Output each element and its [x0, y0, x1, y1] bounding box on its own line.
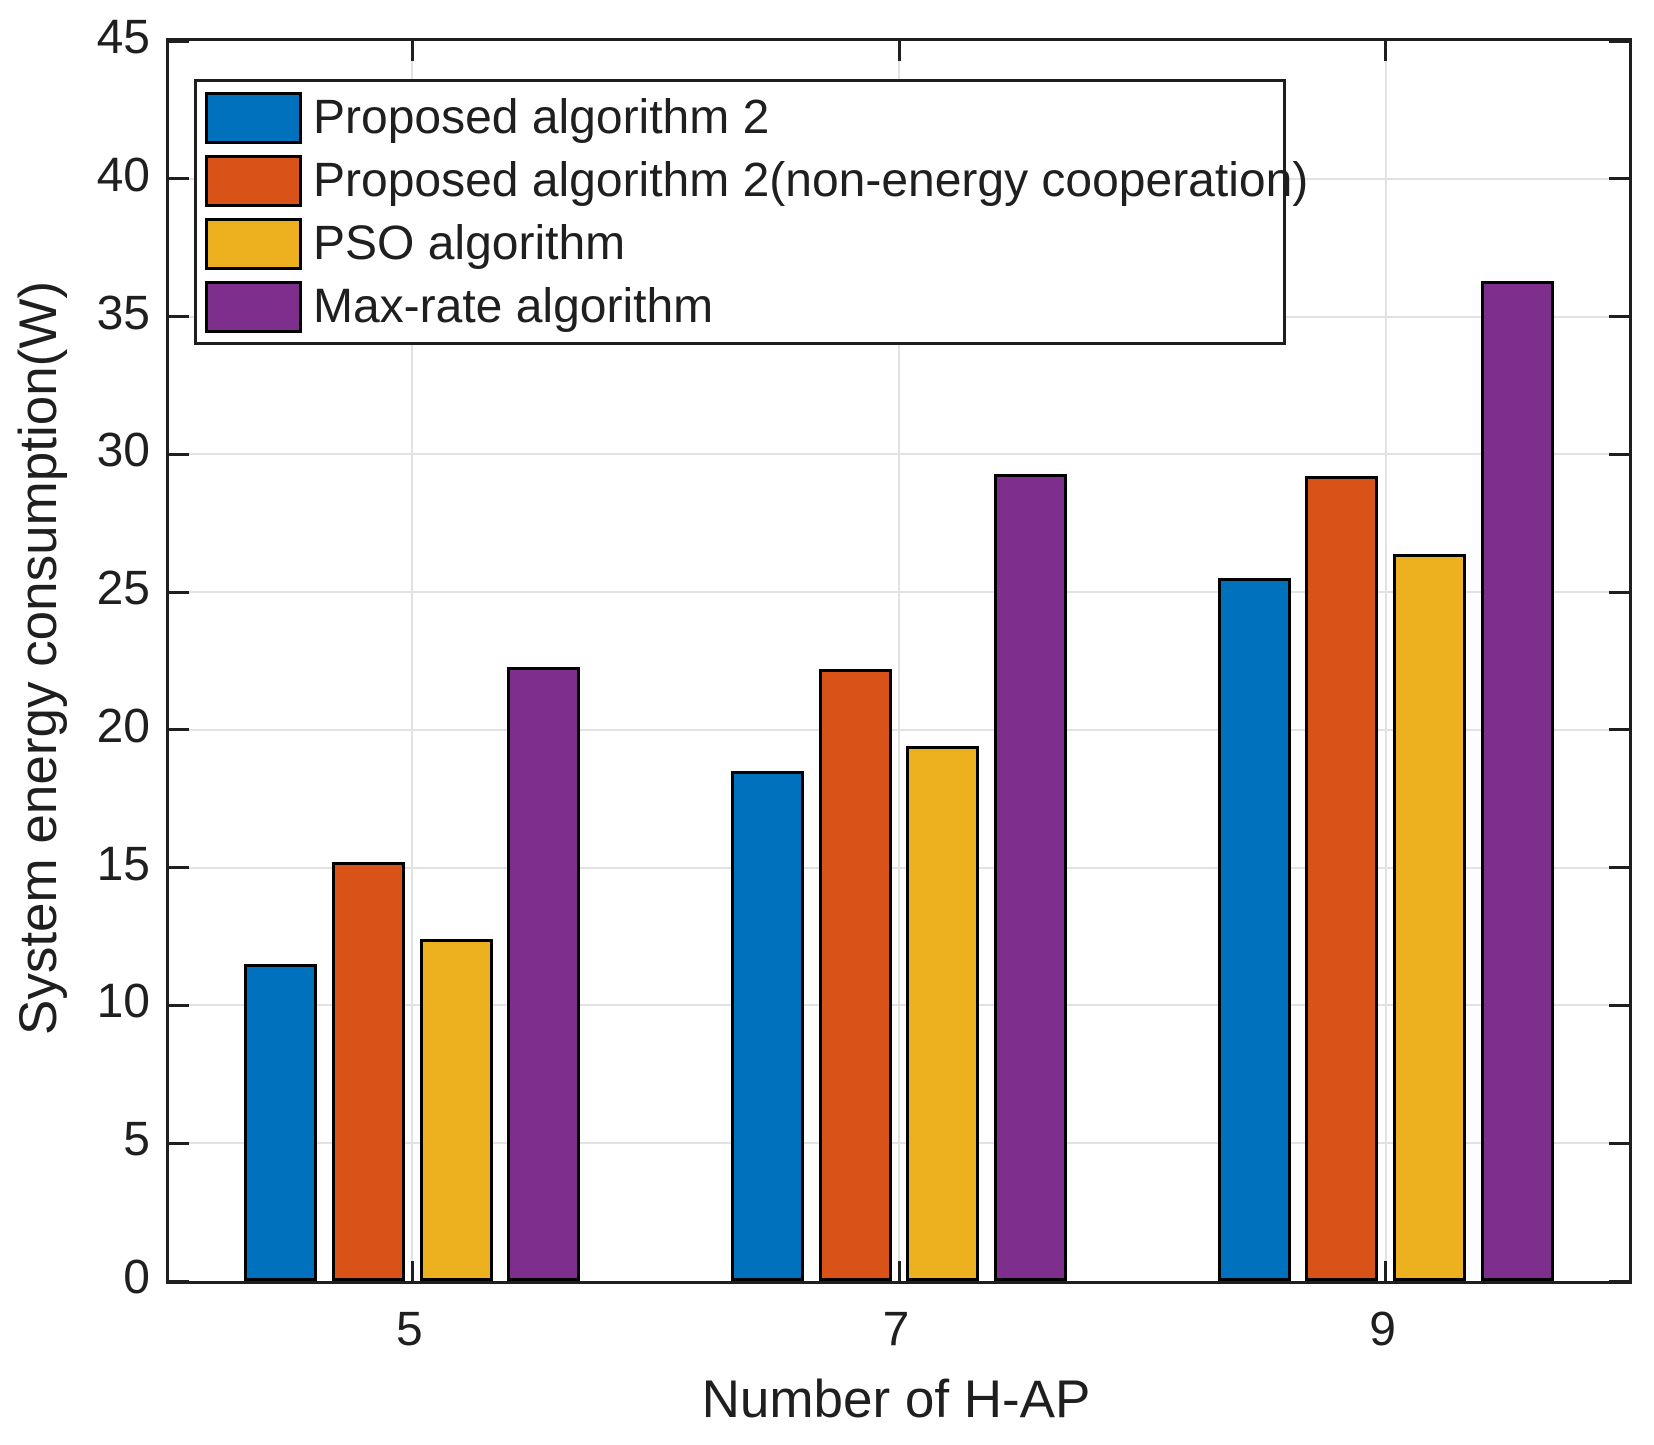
bar-pso-algorithm-x9: [1392, 553, 1466, 1281]
x-gridline: [898, 41, 900, 1281]
y-tick-label-20: 20: [96, 699, 150, 753]
y-tick-label-10: 10: [96, 975, 150, 1029]
legend-swatch-icon: [205, 154, 302, 207]
y-tick-label-35: 35: [96, 286, 150, 340]
bar-max-rate-algorithm-x7: [993, 473, 1067, 1281]
y-tick-mark: [1609, 39, 1629, 43]
bar-proposed-algorithm-2-non-energy-cooperation-x5: [332, 862, 406, 1281]
legend-swatch-icon: [205, 280, 302, 333]
x-axis-label: Number of H-AP: [701, 1370, 1091, 1429]
x-tick-mark: [410, 1261, 414, 1281]
x-tick-mark: [1384, 41, 1388, 61]
legend-label: Max-rate algorithm: [313, 280, 714, 333]
legend-label: Proposed algorithm 2(non-energy cooperat…: [313, 154, 1309, 207]
bar-proposed-algorithm-2-x5: [244, 964, 318, 1281]
y-tick-label-0: 0: [123, 1251, 150, 1304]
y-tick-mark: [169, 39, 189, 43]
bar-max-rate-algorithm-x9: [1480, 280, 1554, 1281]
bar-proposed-algorithm-2-x9: [1217, 578, 1291, 1281]
y-tick-label-30: 30: [96, 424, 150, 478]
y-tick-label-15: 15: [96, 837, 150, 891]
legend-swatch-icon: [205, 91, 302, 144]
y-tick-mark: [1609, 1279, 1629, 1283]
x-gridline: [411, 41, 414, 1281]
y-tick-mark: [169, 177, 189, 181]
y-tick-mark: [1609, 315, 1629, 319]
bar-proposed-algorithm-2-non-energy-cooperation-x7: [818, 669, 892, 1281]
x-tick-mark: [897, 41, 901, 61]
y-tick-mark: [169, 1003, 189, 1007]
legend-label: PSO algorithm: [313, 217, 626, 270]
x-gridline: [1384, 41, 1387, 1281]
legend-swatch-icon: [205, 217, 302, 270]
y-tick-mark: [169, 728, 189, 732]
x-tick-label-9: 9: [1369, 1303, 1397, 1356]
y-tick-mark: [169, 452, 189, 456]
y-tick-mark: [169, 1141, 189, 1145]
bar-proposed-algorithm-2-x7: [731, 771, 805, 1281]
legend-item: Proposed algorithm 2(non-energy cooperat…: [197, 149, 1308, 212]
y-tick-mark: [1609, 590, 1629, 594]
y-tick-mark: [1609, 1003, 1629, 1007]
y-tick-label-5: 5: [123, 1113, 150, 1167]
x-tick-label-5: 5: [395, 1303, 423, 1356]
y-tick-label-40: 40: [96, 148, 150, 202]
x-tick-mark: [897, 1261, 901, 1281]
y-tick-mark: [1609, 728, 1629, 732]
legend-item: Max-rate algorithm: [197, 275, 1283, 338]
y-tick-mark: [1609, 866, 1629, 870]
bar-max-rate-algorithm-x5: [507, 666, 581, 1281]
bar-pso-algorithm-x7: [906, 746, 980, 1281]
bar-proposed-algorithm-2-non-energy-cooperation-x9: [1305, 476, 1379, 1281]
bar-pso-algorithm-x5: [419, 939, 493, 1281]
y-axis-label: System energy consumption(W): [9, 280, 68, 1036]
y-tick-label-25: 25: [96, 562, 150, 616]
y-tick-mark: [1609, 177, 1629, 181]
y-tick-mark: [169, 590, 189, 594]
legend-label: Proposed algorithm 2: [313, 91, 770, 144]
legend-item: Proposed algorithm 2: [197, 86, 1283, 149]
y-tick-mark: [1609, 452, 1629, 456]
x-tick-label-7: 7: [882, 1303, 910, 1356]
x-tick-mark: [410, 41, 414, 61]
x-tick-mark: [1384, 1261, 1388, 1281]
y-tick-label-45: 45: [96, 11, 150, 64]
legend: Proposed algorithm 2 Proposed algorithm 2…: [194, 79, 1308, 345]
y-tick-mark: [169, 1279, 189, 1283]
y-tick-mark: [169, 315, 189, 319]
y-tick-mark: [169, 866, 189, 870]
legend-item: PSO algorithm: [197, 212, 1283, 275]
y-tick-mark: [1609, 1141, 1629, 1145]
